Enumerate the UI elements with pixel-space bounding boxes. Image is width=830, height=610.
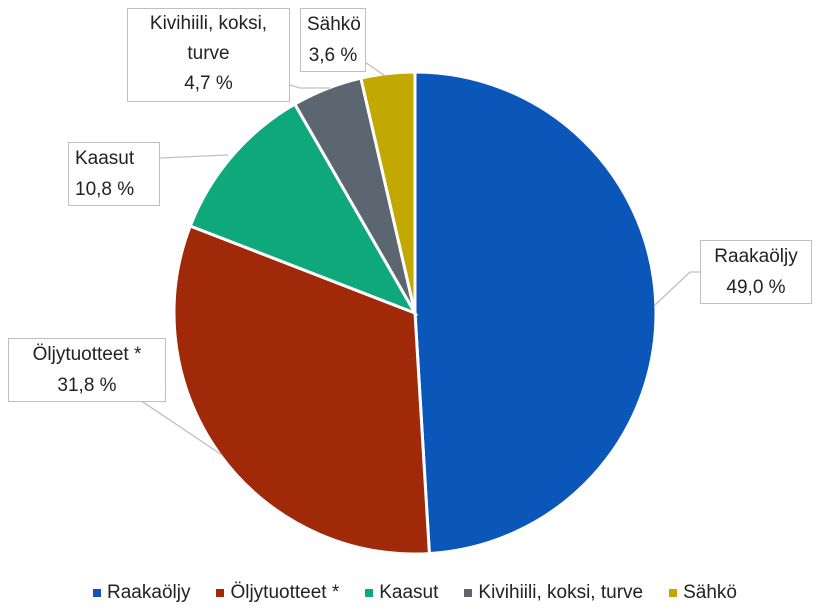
label-name: Kivihiili, koksi, turve (149, 13, 268, 64)
legend-item: Raakaöljy (93, 582, 190, 604)
legend-swatch (216, 589, 225, 597)
legend-label: Kivihiili, koksi, turve (478, 582, 644, 603)
legend-label: Kaasut (379, 582, 439, 603)
legend-item: Kaasut (365, 582, 438, 604)
legend-item: Sähkö (669, 582, 737, 604)
leader-line (159, 154, 229, 159)
data-label: Öljytuotteet * 31,8 % (8, 338, 166, 402)
label-name: Raakaöljy (714, 246, 798, 267)
data-label: Sähkö 3,6 % (300, 8, 366, 72)
legend-item: Kivihiili, koksi, turve (464, 582, 643, 604)
label-value: 3,6 % (308, 45, 358, 66)
legend: Raakaöljy Öljytuotteet * Kaasut Kivihiili, … (0, 578, 830, 608)
label-name: Kaasut (75, 148, 135, 169)
label-value: 49,0 % (726, 277, 786, 298)
data-label: Raakaöljy 49,0 % (700, 240, 812, 304)
label-value: 10,8 % (75, 179, 135, 200)
pie-slice (359, 70, 417, 314)
legend-swatch (464, 589, 473, 597)
data-label: Kivihiili, koksi, turve 4,7 % (127, 8, 290, 102)
legend-label: Raakaöljy (107, 582, 191, 603)
leader-line (364, 61, 386, 77)
pie-slice (188, 102, 419, 316)
legend-swatch (93, 589, 102, 597)
pie-slice (413, 70, 658, 556)
pie-slice (172, 224, 431, 556)
label-value: 4,7 % (184, 73, 233, 94)
legend-label: Öljytuotteet * (230, 582, 340, 603)
data-label: Kaasut 10,8 % (68, 142, 160, 206)
legend-item: Öljytuotteet * (216, 582, 339, 604)
leader-line (289, 84, 330, 89)
legend-swatch (669, 589, 678, 597)
leader-line (654, 271, 700, 306)
label-name: Sähkö (307, 14, 361, 35)
legend-label: Sähkö (683, 582, 737, 603)
label-value: 31,8 % (57, 375, 117, 396)
label-name: Öljytuotteet * (32, 344, 142, 365)
legend-swatch (365, 589, 374, 597)
